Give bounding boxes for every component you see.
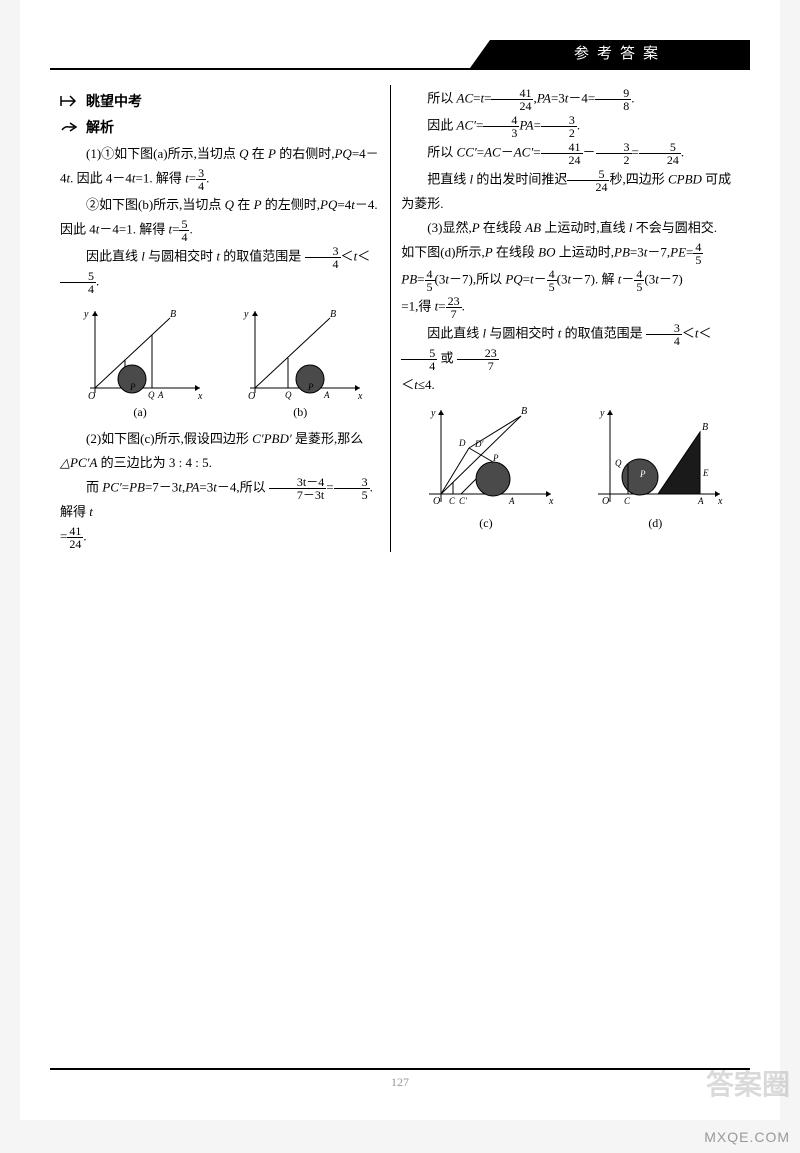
para-1: (1)①如下图(a)所示,当切点 Q 在 P 的右侧时,PQ=4－ xyxy=(60,143,380,165)
para-5: (2)如下图(c)所示,假设四边形 C′PBD′ 是菱形,那么 xyxy=(60,428,380,450)
section-head-2-text: 解析 xyxy=(86,117,114,137)
svg-text:O: O xyxy=(248,391,255,402)
rpara-4: 把直线 l 的出发时间推迟524秒,四边形 CPBD 可成为菱形. xyxy=(401,168,740,215)
para-5b: △PC′A 的三边比为 3 : 4 : 5. xyxy=(60,452,380,474)
page-number: 127 xyxy=(391,1075,409,1090)
section-head-2: 解析 xyxy=(60,117,380,137)
svg-text:B: B xyxy=(521,406,527,417)
svg-text:D′: D′ xyxy=(474,439,484,449)
right-column: 所以 AC=t=4124,PA=3t－4=98. 因此 AC′=43PA=32.… xyxy=(390,85,740,552)
rpara-10: ＜t≤4. xyxy=(401,374,740,396)
content-columns: 眺望中考 解析 (1)①如下图(a)所示,当切点 Q 在 P 的右侧时,PQ=4… xyxy=(60,85,740,552)
svg-text:B: B xyxy=(702,422,708,433)
svg-text:O: O xyxy=(602,496,609,507)
frac-3: 34 xyxy=(305,245,341,270)
svg-text:C: C xyxy=(449,496,456,506)
rpara-9: 因此直线 l 与圆相交时 t 的取值范围是 34＜t＜54 或 237 xyxy=(401,322,740,372)
svg-text:x: x xyxy=(548,496,554,507)
para-2: ②如下图(b)所示,当切点 Q 在 P 的左侧时,PQ=4t－4. xyxy=(60,194,380,216)
frac-4: 54 xyxy=(60,270,96,295)
footer-line xyxy=(50,1068,750,1070)
arrow-icon xyxy=(60,93,82,109)
page: 参考答案 眺望中考 解析 (1)①如下图(a)所示,当切点 Q 在 P 的右侧时… xyxy=(20,0,780,1120)
svg-text:A: A xyxy=(323,390,330,400)
para-3: 因此 4t－4=1. 解得 t=54. xyxy=(60,218,380,243)
svg-text:B: B xyxy=(330,309,336,320)
svg-text:x: x xyxy=(357,391,363,402)
section-head-1: 眺望中考 xyxy=(60,91,380,111)
para-1b: 4t. 因此 4－4t=1. 解得 t=34. xyxy=(60,167,380,192)
svg-text:y: y xyxy=(83,309,89,320)
svg-text:P: P xyxy=(307,382,314,392)
diagrams-cd: O x y B C C′ A D D′ P (c) xyxy=(401,404,740,531)
header-line xyxy=(50,68,750,70)
hand-icon xyxy=(60,119,82,135)
para-6: 而 PC′=PB=7－3t,PA=3t－4,所以 3t－47－3t=35. 解得… xyxy=(60,476,380,523)
para-4: 因此直线 l 与圆相交时 t 的取值范围是 34＜t＜54. xyxy=(60,245,380,295)
svg-text:D: D xyxy=(458,438,466,448)
svg-text:y: y xyxy=(243,309,249,320)
section-head-1-text: 眺望中考 xyxy=(86,91,142,111)
svg-text:E: E xyxy=(702,468,709,478)
svg-text:P: P xyxy=(492,453,499,463)
svg-text:P: P xyxy=(129,382,136,392)
rpara-8: =1,得 t=237. xyxy=(401,295,740,320)
diagrams-ab: O x y B P Q A (a) xyxy=(60,303,380,420)
para-7: =4124. xyxy=(60,525,380,550)
frac-6: 35 xyxy=(334,476,370,501)
header-bar: 参考答案 xyxy=(490,40,750,68)
rpara-6: 如下图(d)所示,P 在线段 BO 上运动时,PB=3t－7,PE=45 xyxy=(401,241,740,266)
svg-text:x: x xyxy=(717,496,723,507)
frac-5: 3t－47－3t xyxy=(269,476,326,501)
svg-text:Q: Q xyxy=(615,458,622,468)
rpara-2: 因此 AC′=43PA=32. xyxy=(401,114,740,139)
diagram-a: O x y B P Q A (a) xyxy=(70,303,210,420)
diagram-d: O x y B C A Q P E (d) xyxy=(580,404,730,531)
svg-text:O: O xyxy=(88,391,95,402)
svg-text:y: y xyxy=(599,408,605,419)
watermark-en: MXQE.COM xyxy=(704,1129,790,1145)
left-column: 眺望中考 解析 (1)①如下图(a)所示,当切点 Q 在 P 的右侧时,PQ=4… xyxy=(60,85,390,552)
svg-text:A: A xyxy=(697,496,704,506)
frac-2: 54 xyxy=(179,218,189,243)
svg-text:A: A xyxy=(508,496,515,506)
rpara-7: PB=45(3t－7),所以 PQ=t－45(3t－7). 解 t－45(3t－… xyxy=(401,268,740,293)
svg-text:x: x xyxy=(197,391,203,402)
svg-text:A: A xyxy=(157,390,164,400)
rpara-5: (3)显然,P 在线段 AB 上运动时,直线 l 不会与圆相交. xyxy=(401,217,740,239)
header-title: 参考答案 xyxy=(574,46,666,62)
diagram-c: O x y B C C′ A D D′ P (c) xyxy=(411,404,561,531)
svg-text:Q: Q xyxy=(285,390,292,400)
rpara-3: 所以 CC′=AC－AC′=4124－32=524. xyxy=(401,141,740,166)
svg-text:P: P xyxy=(639,469,646,479)
watermark-cn: 答案圈 xyxy=(706,1063,790,1103)
frac-1: 34 xyxy=(196,167,206,192)
frac-7: 4124 xyxy=(67,525,83,550)
svg-text:C′: C′ xyxy=(459,496,468,506)
rpara-1: 所以 AC=t=4124,PA=3t－4=98. xyxy=(401,87,740,112)
svg-text:O: O xyxy=(433,496,440,507)
svg-text:Q: Q xyxy=(148,390,155,400)
svg-text:y: y xyxy=(430,408,436,419)
svg-text:C: C xyxy=(624,496,631,506)
svg-text:B: B xyxy=(170,309,176,320)
diagram-b: O x y B Q P A (b) xyxy=(230,303,370,420)
